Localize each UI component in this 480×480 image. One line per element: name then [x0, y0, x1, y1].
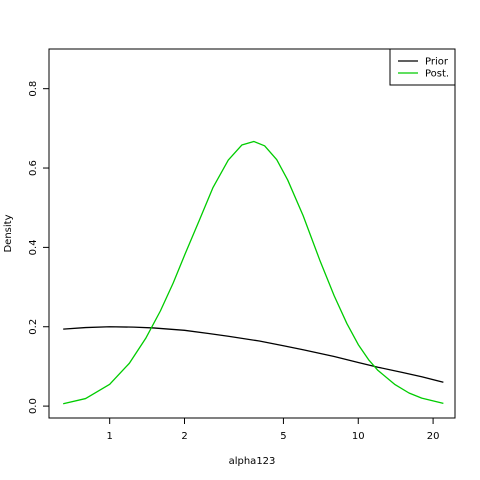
y-tick-label: 0.6: [28, 160, 39, 176]
x-axis-label: alpha123: [229, 456, 276, 467]
x-tick-label: 10: [352, 431, 365, 442]
legend-box: [389, 48, 456, 86]
y-tick-label: 0.4: [28, 239, 39, 255]
x-tick-label: 1: [106, 431, 112, 442]
legend-label-post: Post.: [425, 69, 449, 80]
x-axis: 1 2 5 10 20: [106, 418, 439, 442]
y-tick-label: 0.2: [28, 319, 39, 335]
series-lines: [63, 140, 444, 405]
x-tick-label: 20: [427, 431, 440, 442]
legend-label-prior: Prior: [425, 57, 449, 68]
y-tick-label: 0.0: [28, 398, 39, 414]
x-tick-label: 2: [181, 431, 187, 442]
y-axis-label: Density: [3, 214, 14, 252]
x-tick-label: 5: [280, 431, 286, 442]
legend: Prior Post.: [389, 48, 456, 86]
y-tick-label: 0.8: [28, 81, 39, 97]
series-line-post: [63, 140, 444, 405]
plot-frame: [48, 48, 456, 419]
series-line-prior: [63, 326, 444, 383]
y-axis: 0.0 0.2 0.4 0.6 0.8: [28, 81, 49, 414]
